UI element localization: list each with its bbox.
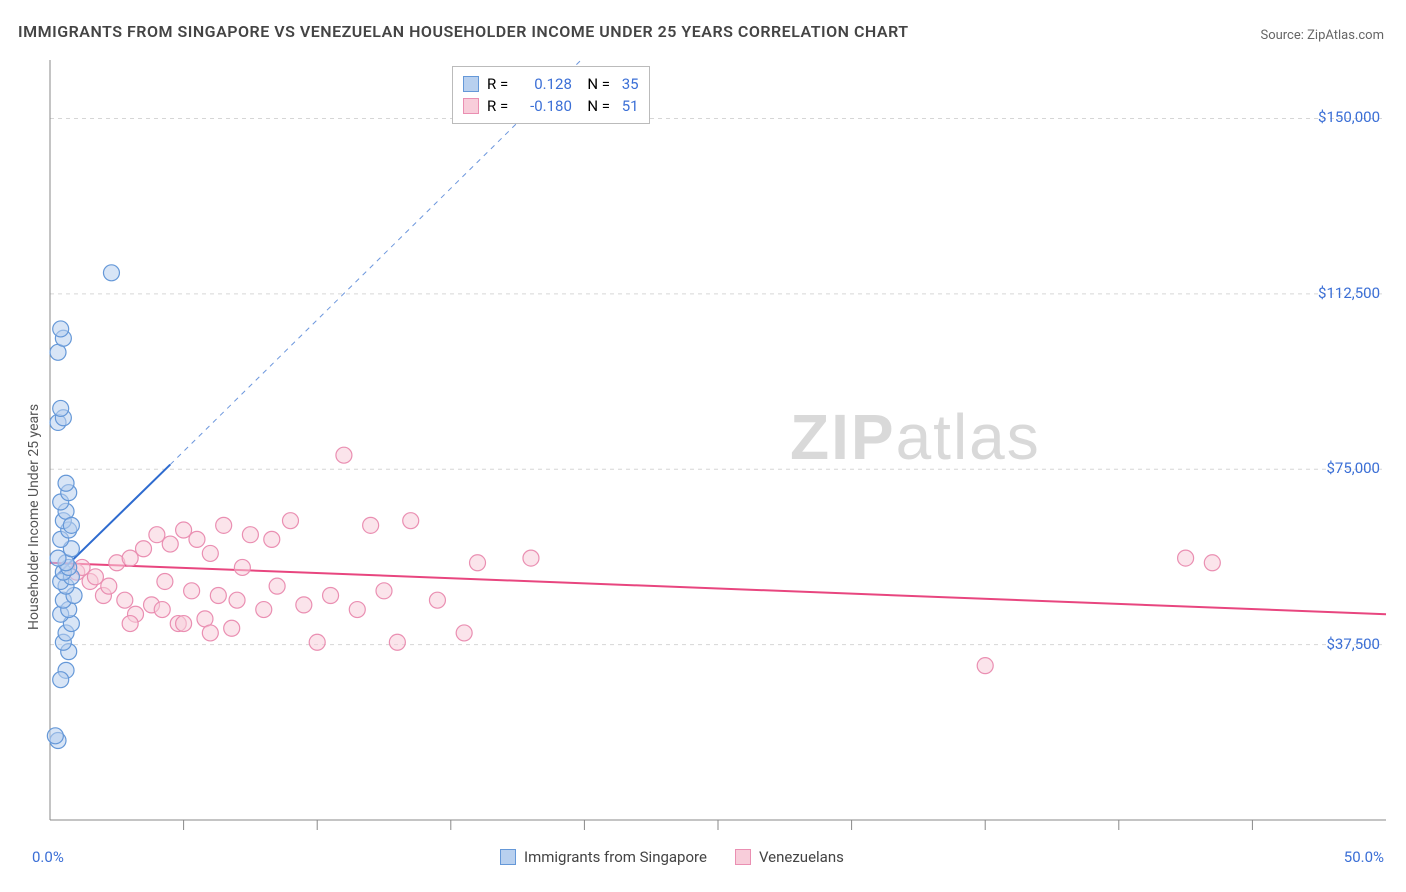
- legend-item-blue: Immigrants from Singapore: [500, 848, 707, 866]
- x-tick-min: 0.0%: [32, 848, 64, 866]
- y-tick-label: $75,000: [1326, 459, 1380, 477]
- series-legend: Immigrants from Singapore Venezuelans: [500, 848, 844, 866]
- x-tick-max: 50.0%: [1344, 848, 1384, 866]
- legend-swatch-blue: [500, 849, 516, 865]
- legend-item-pink: Venezuelans: [735, 848, 844, 866]
- y-tick-label: $112,500: [1318, 284, 1380, 302]
- stat-legend-row-pink: R = -0.180 N = 51: [463, 95, 639, 117]
- stat-r-value-blue: 0.128: [520, 75, 572, 93]
- stat-n-value-blue: 35: [622, 75, 639, 93]
- legend-label-pink: Venezuelans: [759, 848, 844, 866]
- stat-n-label-pink: N =: [580, 97, 614, 115]
- y-tick-label: $150,000: [1318, 108, 1380, 126]
- legend-swatch-pink: [735, 849, 751, 865]
- correlation-chart: IMMIGRANTS FROM SINGAPORE VS VENEZUELAN …: [0, 0, 1406, 892]
- y-axis-label: Householder Income Under 25 years: [26, 404, 42, 630]
- legend-label-blue: Immigrants from Singapore: [524, 848, 707, 866]
- stat-n-value-pink: 51: [622, 97, 639, 115]
- stat-legend-row-blue: R = 0.128 N = 35: [463, 73, 639, 95]
- y-tick-label: $37,500: [1326, 635, 1380, 653]
- swatch-blue: [463, 76, 479, 92]
- stat-r-value-pink: -0.180: [520, 97, 572, 115]
- swatch-pink: [463, 98, 479, 114]
- stat-legend: R = 0.128 N = 35 R = -0.180 N = 51: [452, 66, 650, 124]
- stat-r-label-pink: R =: [487, 97, 512, 115]
- stat-n-label-blue: N =: [580, 75, 614, 93]
- stat-r-label-blue: R =: [487, 75, 512, 93]
- plot-area: [0, 0, 1406, 892]
